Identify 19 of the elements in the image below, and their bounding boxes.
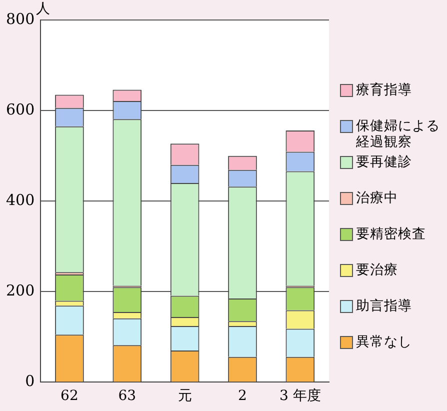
y-axis-title: 人 (36, 0, 50, 18)
legend-label: 要精密検査 (356, 226, 426, 242)
y-tick-label: 600 (6, 100, 35, 118)
legend-label: 異常なし (356, 334, 412, 350)
legend-label: 治療中 (356, 190, 398, 206)
legend-label: 助言指導 (356, 298, 412, 314)
x-tick-label: 元 (178, 388, 192, 404)
x-tick-label: 62 (60, 388, 78, 404)
x-tick-label: 63 (118, 388, 136, 404)
x-tick-label: 2 (238, 388, 247, 404)
legend-label: 保健婦による経過観察 (356, 118, 441, 150)
y-tick-label: 0 (25, 372, 35, 390)
legend-label: 療育指導 (356, 82, 412, 98)
y-tick-label: 800 (6, 10, 35, 28)
legend-label: 要治療 (356, 262, 398, 278)
legend-label: 要再健診 (356, 154, 412, 170)
y-tick-label: 400 (6, 190, 35, 209)
x-tick-label: 3 年度 (279, 388, 321, 404)
y-tick-label: 200 (6, 282, 35, 300)
